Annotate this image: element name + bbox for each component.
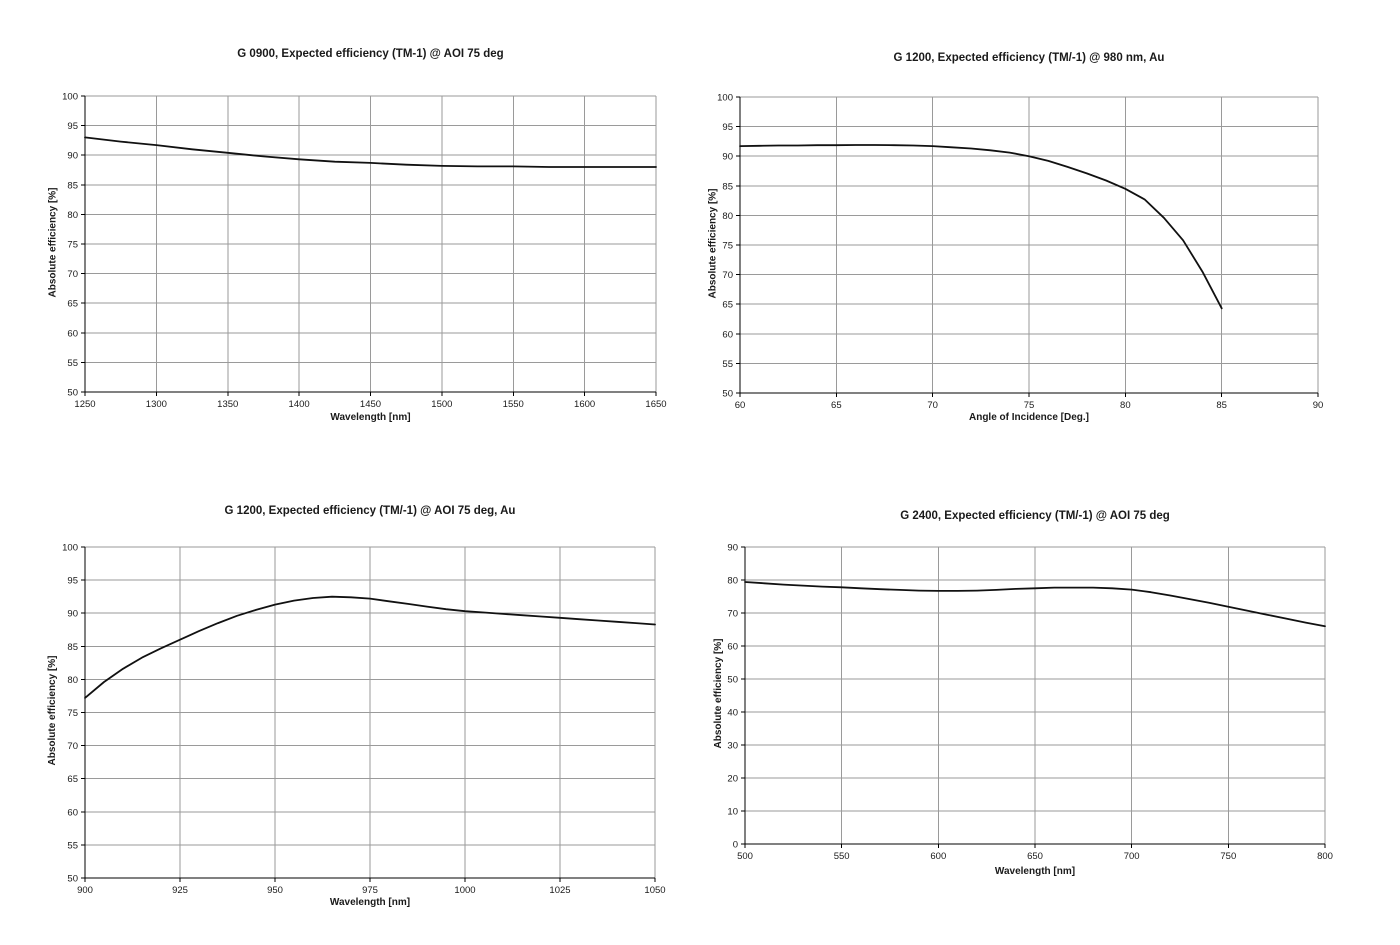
svg-text:750: 750 (1220, 851, 1236, 862)
plot-area: 60 65 70 75 80 85 90 50 55 60 65 70 75 80 85 90 95 100 (717, 93, 1324, 412)
svg-text:500: 500 (737, 851, 753, 862)
svg-text:1300: 1300 (146, 399, 167, 410)
svg-text:65: 65 (722, 300, 733, 311)
svg-text:1350: 1350 (217, 399, 238, 410)
svg-text:1000: 1000 (454, 885, 475, 896)
svg-text:10: 10 (727, 807, 738, 818)
svg-text:55: 55 (67, 358, 78, 369)
svg-text:65: 65 (831, 400, 842, 411)
svg-text:70: 70 (927, 400, 938, 411)
plot-area: 1250 1300 1350 1400 1450 1500 1550 1600 1650 50 55… (62, 92, 666, 411)
svg-text:95: 95 (722, 122, 733, 133)
svg-text:80: 80 (1120, 400, 1131, 411)
svg-text:60: 60 (67, 328, 78, 339)
svg-text:60: 60 (722, 329, 733, 340)
svg-text:1025: 1025 (549, 885, 570, 896)
svg-text:1650: 1650 (645, 399, 666, 410)
svg-text:90: 90 (722, 152, 733, 163)
svg-text:80: 80 (67, 675, 78, 686)
plot-area: 500 550 600 650 700 750 800 0 10 20 30 40 50 60 70 80 90 (727, 543, 1333, 863)
svg-text:70: 70 (67, 741, 78, 752)
svg-text:80: 80 (722, 211, 733, 222)
svg-text:100: 100 (62, 543, 78, 554)
svg-text:1250: 1250 (74, 399, 95, 410)
svg-text:90: 90 (67, 151, 78, 162)
svg-text:70: 70 (727, 609, 738, 620)
svg-text:1450: 1450 (360, 399, 381, 410)
svg-text:75: 75 (67, 708, 78, 719)
svg-text:70: 70 (722, 270, 733, 281)
svg-text:65: 65 (67, 774, 78, 785)
svg-text:65: 65 (67, 299, 78, 310)
svg-text:60: 60 (727, 642, 738, 653)
svg-text:60: 60 (67, 807, 78, 818)
svg-text:85: 85 (1216, 400, 1227, 411)
svg-text:80: 80 (67, 210, 78, 221)
svg-text:20: 20 (727, 774, 738, 785)
svg-text:85: 85 (67, 642, 78, 653)
svg-text:60: 60 (735, 400, 746, 411)
chart-g1200-aoi: G 1200, Expected efficiency (TM/-1) @ 98… (700, 0, 1400, 470)
svg-text:800: 800 (1317, 851, 1333, 862)
svg-text:85: 85 (67, 180, 78, 191)
svg-text:55: 55 (67, 840, 78, 851)
svg-text:0: 0 (733, 840, 738, 851)
svg-text:75: 75 (67, 240, 78, 251)
svg-text:85: 85 (722, 181, 733, 192)
svg-text:950: 950 (267, 885, 283, 896)
svg-text:90: 90 (67, 609, 78, 620)
svg-text:70: 70 (67, 269, 78, 280)
chart-title: G 0900, Expected efficiency (TM-1) @ AOI… (237, 48, 504, 60)
chart-g1200-wavelength: G 1200, Expected efficiency (TM/-1) @ AO… (0, 470, 700, 945)
svg-text:90: 90 (727, 543, 738, 554)
x-axis-title: Angle of Incidence [Deg.] (968, 412, 1089, 423)
svg-text:1600: 1600 (574, 399, 595, 410)
chart-g0900: G 0900, Expected efficiency (TM-1) @ AOI… (0, 0, 700, 470)
x-axis-title: Wavelength [nm] (330, 412, 411, 423)
svg-text:40: 40 (727, 708, 738, 719)
svg-text:975: 975 (362, 885, 378, 896)
svg-text:1550: 1550 (503, 399, 524, 410)
svg-text:50: 50 (727, 675, 738, 686)
svg-text:55: 55 (722, 359, 733, 370)
svg-text:50: 50 (67, 388, 78, 399)
x-axis-title: Wavelength [nm] (994, 866, 1076, 877)
svg-text:550: 550 (834, 851, 850, 862)
chart-title: G 1200, Expected efficiency (TM/-1) @ 98… (893, 52, 1165, 64)
chart-title: G 1200, Expected efficiency (TM/-1) @ AO… (224, 505, 516, 517)
svg-text:650: 650 (1027, 851, 1043, 862)
svg-text:30: 30 (727, 741, 738, 752)
svg-text:1050: 1050 (644, 885, 665, 896)
svg-text:100: 100 (62, 92, 78, 103)
svg-text:900: 900 (77, 885, 93, 896)
plot-area: 900 925 950 975 1000 1025 1050 50 55 60 65 70 75 80 85… (62, 543, 665, 897)
x-axis-title: Wavelength [nm] (329, 897, 411, 908)
svg-text:925: 925 (172, 885, 188, 896)
svg-text:1500: 1500 (431, 399, 452, 410)
chart-g2400: G 2400, Expected efficiency (TM/-1) @ AO… (700, 470, 1400, 945)
svg-text:700: 700 (1124, 851, 1140, 862)
chart-title: G 2400, Expected efficiency (TM/-1) @ AO… (900, 510, 1170, 522)
svg-text:75: 75 (722, 241, 733, 252)
svg-text:75: 75 (1024, 400, 1035, 411)
svg-text:50: 50 (722, 389, 733, 400)
svg-text:100: 100 (717, 93, 733, 104)
svg-text:95: 95 (67, 121, 78, 132)
svg-text:1400: 1400 (289, 399, 310, 410)
svg-text:90: 90 (1313, 400, 1324, 411)
svg-text:95: 95 (67, 576, 78, 587)
svg-text:80: 80 (727, 576, 738, 587)
svg-text:50: 50 (67, 874, 78, 885)
svg-text:600: 600 (930, 851, 946, 862)
